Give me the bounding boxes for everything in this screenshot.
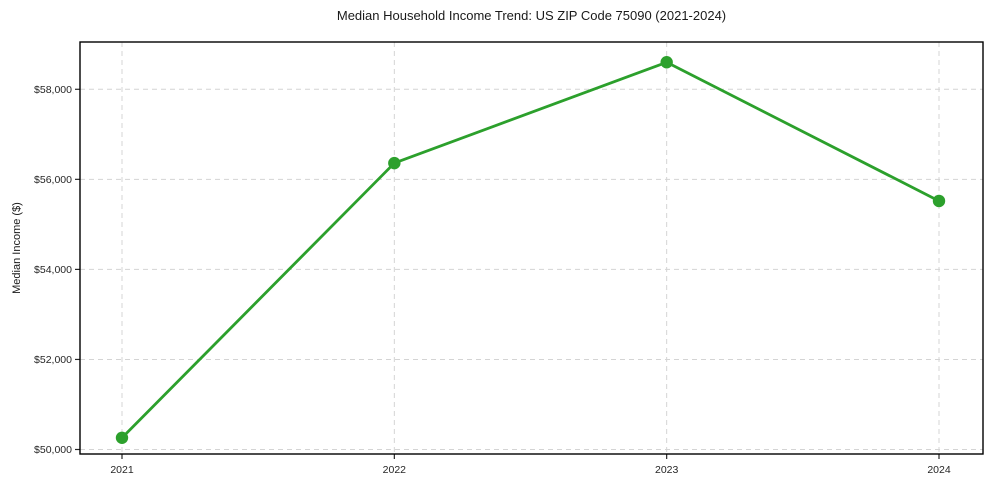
data-point-marker	[115, 431, 129, 444]
trend-line	[120, 60, 941, 440]
plot-border	[79, 41, 984, 455]
x-tick-label: 2022	[383, 464, 407, 476]
y-tick-label: $56,000	[34, 174, 72, 186]
data-point-marker	[388, 156, 401, 170]
x-tick-label: 2023	[655, 464, 679, 476]
x-tick-label: 2021	[110, 464, 134, 476]
y-tick-label: $50,000	[34, 444, 72, 456]
axis-ticks: $50,000 $52,000 $54,000 $56,000 $58,000 2021 2…	[34, 84, 951, 476]
chart-title: Median Household Income Trend: US ZIP Co…	[336, 8, 727, 23]
y-tick-label: $58,000	[34, 84, 72, 96]
x-tick-label: 2024	[927, 464, 951, 476]
data-point-marker	[660, 56, 673, 69]
income-trend-line	[115, 56, 946, 444]
y-tick-label: $52,000	[34, 354, 72, 366]
data-point-marker	[932, 194, 946, 208]
gridlines	[80, 42, 983, 454]
y-tick-label: $54,000	[34, 264, 72, 276]
